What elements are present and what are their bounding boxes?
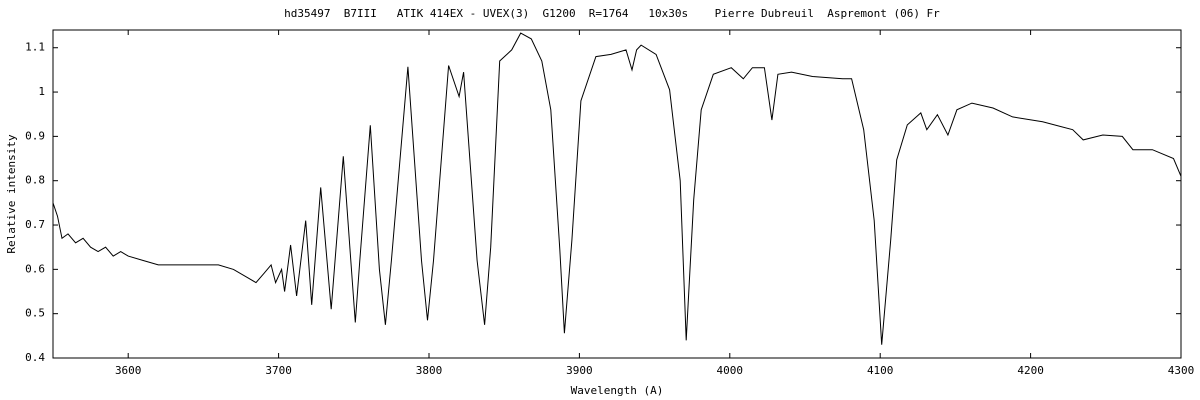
x-tick-label: 3700 — [265, 364, 292, 377]
y-tick-label: 0.9 — [25, 129, 45, 142]
y-tick-label: 0.4 — [25, 351, 45, 364]
x-axis-label: Wavelength (A) — [571, 384, 664, 397]
y-tick-label: 1 — [38, 85, 45, 98]
x-tick-label: 3600 — [115, 364, 142, 377]
x-tick-label: 4200 — [1017, 364, 1044, 377]
x-tick-label: 4000 — [717, 364, 744, 377]
spectrum-line — [52, 32, 1182, 345]
y-tick-label: 0.5 — [25, 307, 45, 320]
x-tick-label: 3900 — [566, 364, 593, 377]
y-axis-label: Relative intensity — [5, 134, 18, 254]
y-tick-label: 0.8 — [25, 174, 45, 187]
y-tick-label: 1.1 — [25, 41, 45, 54]
plot-frame — [52, 29, 1182, 359]
x-tick-label: 4300 — [1168, 364, 1195, 377]
y-tick-label: 0.7 — [25, 218, 45, 231]
x-tick-label: 3800 — [416, 364, 443, 377]
x-tick-label: 4100 — [867, 364, 894, 377]
chart-title: hd35497 B7III ATIK 414EX - UVEX(3) G1200… — [284, 7, 940, 20]
y-tick-label: 0.6 — [25, 262, 45, 275]
